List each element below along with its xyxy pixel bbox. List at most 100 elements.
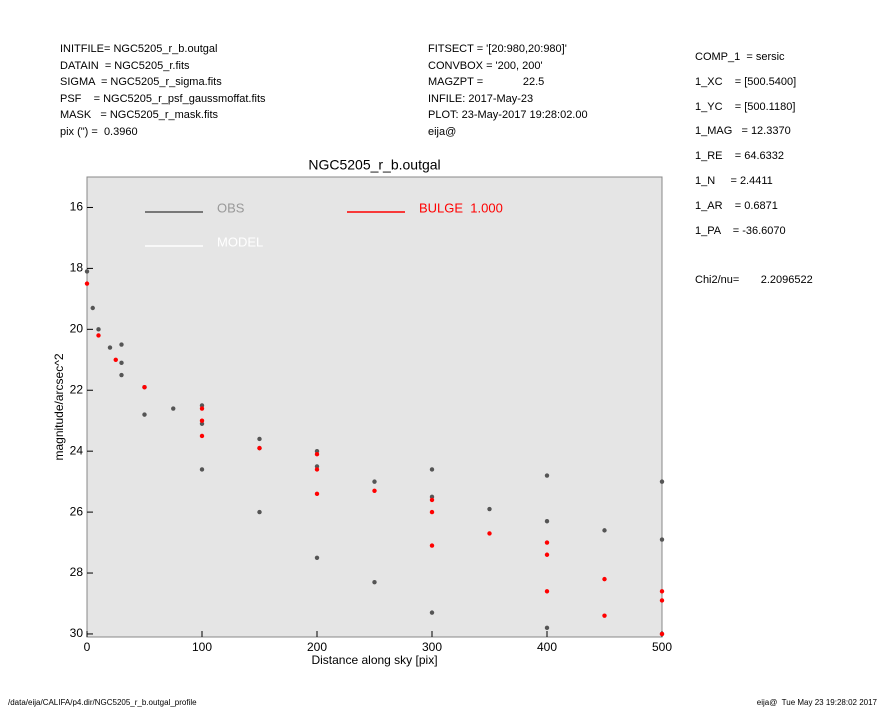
y-tick-label: 22 xyxy=(70,382,84,396)
data-point xyxy=(142,384,147,390)
data-point xyxy=(659,598,665,603)
chart-title: NGC5205_r_b.outgal xyxy=(308,157,440,173)
data-point xyxy=(429,610,435,615)
data-point xyxy=(119,372,124,378)
data-point xyxy=(372,488,377,493)
data-point xyxy=(113,357,118,362)
header-line: PSF = NGC5205_r_psf_gaussmoffat.fits xyxy=(60,92,266,105)
data-point xyxy=(544,625,550,631)
data-point xyxy=(429,494,435,500)
y-axis-label: magnitude/arcsec^2 xyxy=(52,353,66,460)
header-line: MASK = NGC5205_r_mask.fits xyxy=(60,109,219,121)
y-tick-label: 20 xyxy=(70,321,84,335)
y-tick-label: 30 xyxy=(70,626,84,640)
header-line: FITSECT = '[20:980,20:980]' xyxy=(428,43,567,55)
data-point xyxy=(429,509,435,515)
y-tick-label: 28 xyxy=(70,565,84,579)
header-line: DATAIN = NGC5205_r.fits xyxy=(60,59,190,72)
data-point xyxy=(659,631,665,637)
header-line: Chi2/nu= 2.2096522 xyxy=(695,274,813,287)
x-tick-label: 400 xyxy=(537,640,557,654)
data-point xyxy=(372,579,377,585)
x-tick-label: 100 xyxy=(192,640,212,654)
header-line: MAGZPT = 22.5 xyxy=(428,76,545,88)
data-point xyxy=(372,479,377,484)
data-point xyxy=(199,418,205,423)
data-point xyxy=(199,467,205,472)
header-line: COMP_1 = sersic xyxy=(695,51,785,63)
data-point xyxy=(96,327,101,332)
x-tick-label: 0 xyxy=(84,640,91,654)
header-left: INITFILE= NGC5205_r_b.outgal DATAIN = NGC… xyxy=(60,43,266,142)
plot-area xyxy=(86,176,663,638)
header-line: INFILE: 2017-May-23 xyxy=(428,92,534,105)
header-line: PLOT: 23-May-2017 19:28:02.00 xyxy=(428,109,588,121)
data-point xyxy=(171,406,176,411)
data-point xyxy=(429,467,435,472)
data-point xyxy=(199,433,205,439)
legend-label: BULGE 1.000 xyxy=(419,200,503,215)
footer-left: /data/eija/CALIFA/p4.dir/NGC5205_r_b.out… xyxy=(8,698,197,707)
data-point xyxy=(314,467,320,472)
data-point xyxy=(119,360,124,366)
data-point xyxy=(90,305,95,311)
x-axis-label: Distance along sky [pix] xyxy=(311,653,437,667)
x-tick-label: 200 xyxy=(307,640,327,654)
y-tick-label: 18 xyxy=(70,261,84,275)
header-line: INITFILE= NGC5205_r_b.outgal xyxy=(60,43,218,55)
data-point xyxy=(659,537,665,542)
data-point xyxy=(142,412,147,417)
footer-right: eija@ Tue May 23 19:28:02 2017 xyxy=(756,698,877,707)
x-tick-label: 300 xyxy=(422,640,442,654)
data-point xyxy=(659,589,665,594)
data-point xyxy=(199,421,205,426)
legend-label: MODEL xyxy=(217,234,263,249)
data-point xyxy=(487,506,492,512)
data-point xyxy=(602,576,607,582)
y-tick-label: 24 xyxy=(70,443,84,457)
header-line: SIGMA = NGC5205_r_sigma.fits xyxy=(60,76,222,88)
data-point xyxy=(487,531,492,536)
data-point xyxy=(429,543,435,548)
data-point xyxy=(544,589,550,594)
data-point xyxy=(96,333,101,338)
header-line: 1_YC = [500.1180] xyxy=(695,100,796,113)
header-line: 1_XC = [500.5400] xyxy=(695,75,797,88)
data-point xyxy=(314,464,320,469)
data-point xyxy=(119,342,124,347)
data-point xyxy=(257,445,262,451)
header-line: eija@ xyxy=(428,125,457,138)
data-point xyxy=(659,479,665,484)
data-point xyxy=(544,519,550,524)
data-point xyxy=(544,540,550,545)
header-line: CONVBOX = '200, 200' xyxy=(428,59,543,72)
y-tick-label: 16 xyxy=(70,200,84,214)
data-point xyxy=(602,613,607,618)
header-line xyxy=(695,249,813,274)
header-middle: FITSECT = '[20:980,20:980]' CONVBOX = '20… xyxy=(428,43,588,142)
header-line: pix (") = 0.3960 xyxy=(60,125,138,138)
header-line: 1_MAG = 12.3370 xyxy=(695,125,791,138)
header-right: COMP_1 = sersic 1_XC = [500.5400] 1_YC = [… xyxy=(695,51,813,299)
data-point xyxy=(199,403,205,408)
header-line: 1_AR = 0.6871 xyxy=(695,199,778,212)
data-point xyxy=(84,269,90,274)
data-point xyxy=(544,552,550,557)
y-tick-label: 26 xyxy=(70,504,84,518)
data-point xyxy=(544,473,550,478)
data-point xyxy=(257,509,262,515)
data-point xyxy=(199,406,205,411)
header-line: 1_RE = 64.6332 xyxy=(695,150,784,163)
data-point xyxy=(314,555,320,560)
legend-label: OBS xyxy=(217,200,245,215)
data-point xyxy=(314,448,320,454)
header-line: 1_PA = -36.6070 xyxy=(695,224,786,237)
data-point xyxy=(84,281,90,286)
data-point xyxy=(429,497,435,503)
data-point xyxy=(257,436,262,442)
data-point xyxy=(314,491,320,497)
data-point xyxy=(107,345,113,350)
data-point xyxy=(314,452,320,457)
